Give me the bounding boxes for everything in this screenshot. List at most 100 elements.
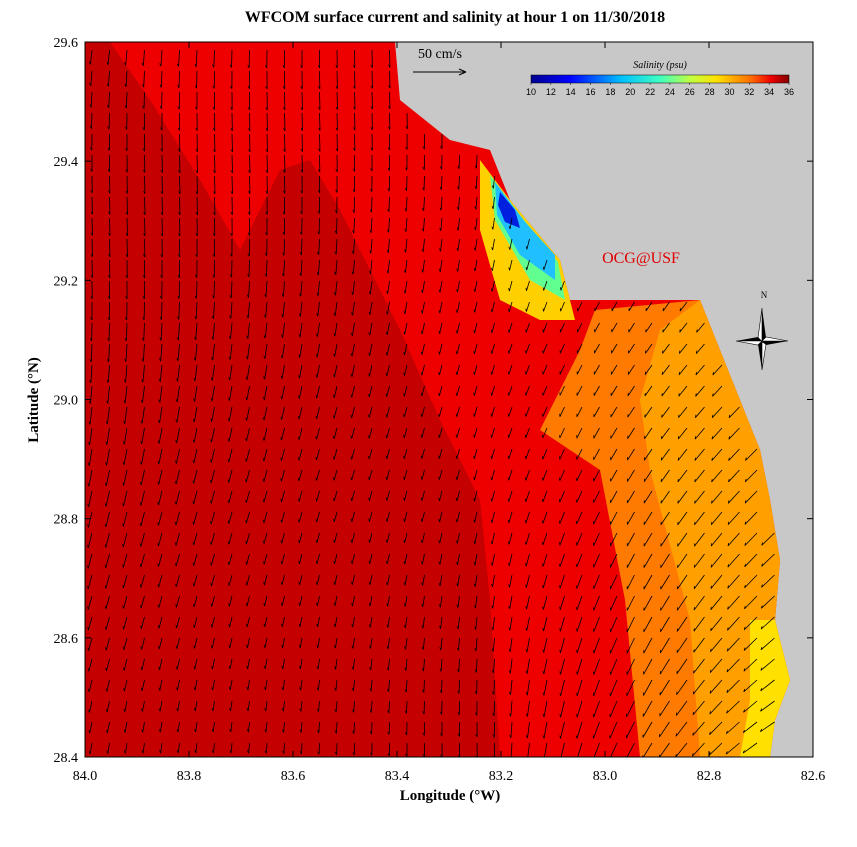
vector-head: [525, 499, 526, 502]
y-tick-label: 28.8: [54, 513, 79, 528]
colorbar-tick-label: 10: [526, 87, 536, 97]
vector-shaft: [162, 197, 163, 215]
vector-head: [711, 543, 712, 546]
vector-head: [577, 629, 578, 632]
vector-shaft: [162, 176, 163, 194]
vector-head: [508, 456, 509, 459]
y-tick-label: 28.6: [54, 632, 79, 647]
vector-shaft: [389, 197, 390, 212]
x-tick-label: 83.6: [281, 769, 306, 784]
vector-shaft: [320, 113, 321, 131]
vector-shaft: [249, 260, 250, 277]
colorbar-tick-label: 26: [685, 87, 695, 97]
x-tick-label: 83.4: [385, 769, 410, 784]
vector-shaft: [250, 155, 251, 173]
colorbar-tick-label: 22: [645, 87, 655, 97]
vector-head: [508, 435, 509, 438]
vector-shaft: [285, 113, 286, 131]
vector-head: [508, 351, 509, 354]
colorbar-tick-label: 14: [566, 87, 576, 97]
colorbar-tick-label: 30: [724, 87, 734, 97]
vector-shaft: [180, 176, 181, 194]
vector-head: [543, 267, 544, 270]
x-tick-label: 83.2: [489, 769, 514, 784]
vector-shaft: [302, 113, 303, 131]
colorbar-tick-label: 20: [625, 87, 635, 97]
x-tick-label: 82.6: [801, 769, 826, 784]
vector-shaft: [354, 722, 355, 734]
colorbar-tick-label: 36: [784, 87, 794, 97]
vector-shaft: [336, 218, 337, 234]
colorbar-tick-label: 28: [705, 87, 715, 97]
vector-shaft: [337, 92, 338, 110]
vector-head: [577, 650, 578, 653]
vector-shaft: [301, 743, 302, 754]
vector-head: [560, 585, 561, 588]
vector-shaft: [215, 155, 216, 173]
vector-head: [679, 393, 680, 396]
vector-shaft: [441, 680, 442, 693]
x-tick-label: 82.8: [697, 769, 722, 784]
title: WFCOM surface current and salinity at ho…: [245, 9, 665, 26]
vector-shaft: [91, 113, 92, 129]
vector-shaft: [179, 71, 180, 88]
y-tick-label: 28.4: [54, 751, 79, 766]
vector-shaft: [267, 134, 268, 152]
y-tick-label: 29.0: [54, 394, 79, 409]
colorbar-tick-label: 24: [665, 87, 675, 97]
vector-head: [542, 542, 543, 545]
vector-head: [678, 436, 679, 439]
vector-shaft: [145, 218, 146, 236]
vector-shaft: [110, 218, 111, 236]
vector-shaft: [215, 176, 216, 194]
y-axis-label: Latitude (°N): [26, 357, 42, 443]
vector-shaft: [232, 176, 233, 194]
vector-head: [508, 477, 509, 480]
vector-head: [508, 393, 509, 396]
vector-head: [711, 607, 712, 610]
x-tick-label: 83.8: [177, 769, 202, 784]
vector-head: [525, 520, 526, 523]
vector-head: [711, 586, 712, 589]
colorbar-tick-label: 34: [764, 87, 774, 97]
vector-head: [695, 479, 696, 482]
vector-head: [695, 458, 696, 461]
vector-shaft: [476, 155, 477, 168]
vector-head: [508, 372, 509, 375]
vector-head: [526, 309, 527, 312]
vector-head: [679, 415, 680, 418]
vector-shaft: [145, 197, 146, 215]
vector-shaft: [92, 218, 93, 235]
y-tick-label: 29.2: [54, 274, 79, 289]
colorbar-tick-label: 18: [605, 87, 615, 97]
vector-shaft: [197, 155, 198, 173]
vector-head: [679, 351, 680, 354]
colorbar-tick-label: 16: [586, 87, 596, 97]
vector-head: [679, 372, 680, 375]
vector-shaft: [127, 218, 128, 236]
vector-head: [711, 564, 712, 567]
scale-label: 50 cm/s: [418, 47, 462, 62]
colorbar-tick-label: 32: [744, 87, 754, 97]
x-axis-label: Longitude (°W): [400, 788, 501, 804]
vector-shaft: [92, 239, 93, 257]
vector-shaft: [180, 197, 181, 215]
vector-head: [693, 712, 694, 715]
y-tick-label: 29.4: [54, 155, 79, 170]
compass-label: N: [761, 290, 768, 300]
vector-shaft: [355, 92, 356, 109]
vector-shaft: [250, 134, 251, 152]
colorbar-title: Salinity (psu): [633, 60, 687, 71]
vector-shaft: [161, 302, 162, 320]
map-field: [85, 42, 813, 760]
vector-head: [693, 691, 694, 694]
y-tick-label: 29.6: [54, 36, 79, 51]
vector-head: [695, 500, 696, 503]
vector-shaft: [232, 155, 233, 173]
vector-shaft: [302, 134, 303, 152]
x-tick-label: 84.0: [73, 769, 98, 784]
vector-shaft: [285, 134, 286, 152]
vector-shaft: [197, 176, 198, 194]
x-tick-label: 83.0: [593, 769, 618, 784]
